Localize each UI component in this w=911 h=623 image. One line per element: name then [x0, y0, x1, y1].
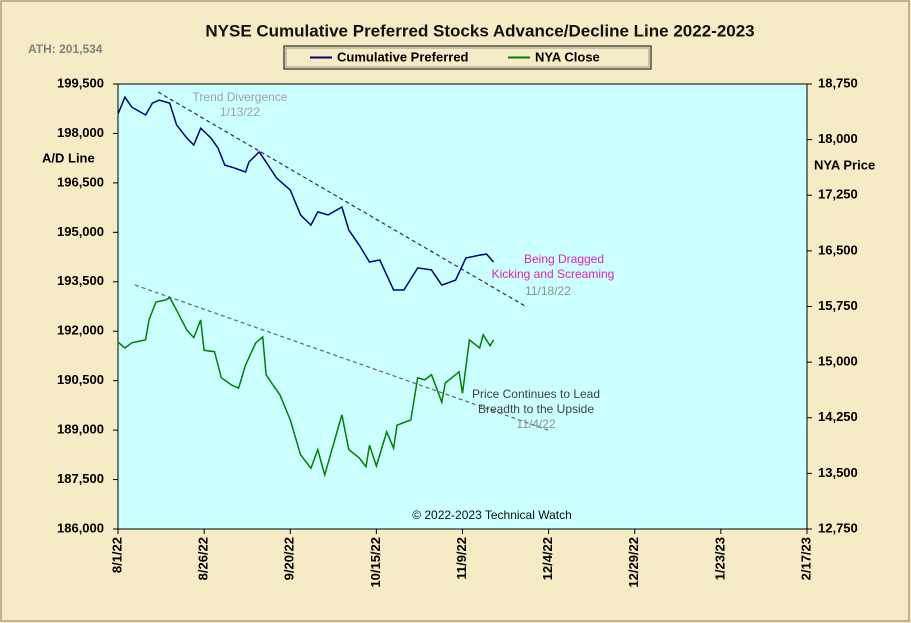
legend-inner: [285, 47, 650, 68]
annotation: Breadth to the Upside: [478, 402, 594, 416]
y-tick-label: 192,000: [57, 323, 104, 338]
y2-tick-label: 15,750: [818, 298, 858, 313]
y2-axis-label: NYA Price: [814, 157, 875, 172]
ath-label: ATH: 201,534: [28, 42, 103, 56]
y2-tick-label: 15,000: [818, 354, 858, 369]
series-line: [117, 296, 495, 478]
trend-line: [157, 91, 526, 307]
y-tick-label: 190,500: [57, 372, 104, 387]
annotation: 1/13/22: [220, 105, 260, 119]
x-tick-label: 1/23/23: [712, 537, 727, 580]
x-tick-label: 9/20/22: [282, 537, 297, 580]
series-line: [117, 95, 495, 291]
y2-tick-label: 12,750: [818, 520, 858, 535]
y-axis-label: A/D Line: [42, 150, 95, 165]
x-tick-label: 11/9/22: [454, 537, 469, 580]
y-tick-label: 198,000: [57, 125, 104, 140]
annotation: Trend Divergence: [193, 90, 288, 104]
y2-tick-label: 18,000: [818, 131, 858, 146]
annotation: Price Continues to Lead: [472, 387, 600, 401]
y2-tick-label: 13,500: [818, 465, 858, 480]
y-tick-label: 196,500: [57, 174, 104, 189]
plot-area: [117, 83, 808, 530]
y-tick-label: 195,000: [57, 224, 104, 239]
copyright: © 2022-2023 Technical Watch: [412, 508, 572, 522]
trend-line: [134, 284, 549, 431]
legend-label: Cumulative Preferred: [337, 49, 469, 64]
annotation: 11/4/22: [516, 417, 555, 431]
legend-label: NYA Close: [535, 49, 600, 64]
annotation: 11/18/22: [525, 284, 571, 298]
x-tick-label: 2/17/23: [798, 537, 813, 580]
x-tick-label: 12/29/22: [626, 537, 641, 588]
y-tick-label: 199,500: [57, 75, 104, 90]
annotation: Kicking and Screaming: [492, 267, 615, 281]
chart-title: NYSE Cumulative Preferred Stocks Advance…: [205, 21, 754, 40]
x-tick-label: 10/15/22: [368, 537, 383, 588]
y-tick-label: 189,000: [57, 422, 104, 437]
legend: [283, 45, 652, 70]
y2-tick-label: 14,250: [818, 409, 858, 424]
y2-tick-label: 18,750: [818, 75, 858, 90]
y2-tick-label: 17,250: [818, 187, 858, 202]
x-tick-label: 12/4/22: [540, 537, 555, 580]
x-tick-label: 8/1/22: [109, 537, 124, 573]
y-tick-label: 193,500: [57, 273, 104, 288]
annotation: Being Dragged: [524, 252, 604, 266]
x-tick-label: 8/26/22: [196, 537, 211, 580]
y2-tick-label: 16,500: [818, 242, 858, 257]
y-tick-label: 187,500: [57, 471, 104, 486]
y-tick-label: 186,000: [57, 520, 104, 535]
